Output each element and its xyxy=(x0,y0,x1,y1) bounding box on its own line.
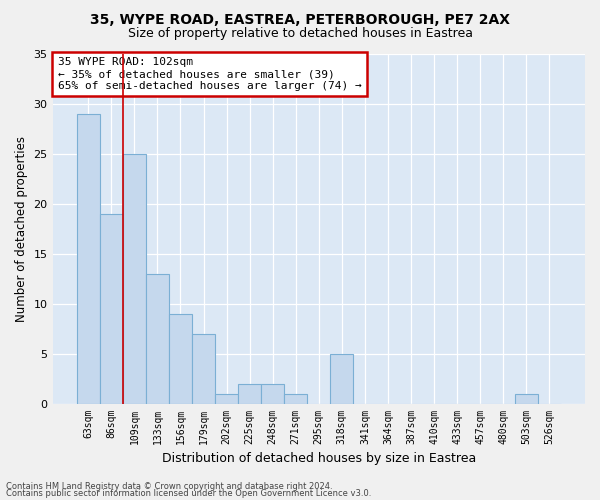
Bar xyxy=(215,394,238,404)
Bar xyxy=(330,354,353,404)
Y-axis label: Number of detached properties: Number of detached properties xyxy=(15,136,28,322)
Bar xyxy=(77,114,100,404)
Text: Contains public sector information licensed under the Open Government Licence v3: Contains public sector information licen… xyxy=(6,490,371,498)
Bar xyxy=(192,334,215,404)
Bar xyxy=(284,394,307,404)
Text: 35 WYPE ROAD: 102sqm
← 35% of detached houses are smaller (39)
65% of semi-detac: 35 WYPE ROAD: 102sqm ← 35% of detached h… xyxy=(58,58,362,90)
Text: Contains HM Land Registry data © Crown copyright and database right 2024.: Contains HM Land Registry data © Crown c… xyxy=(6,482,332,491)
Text: Size of property relative to detached houses in Eastrea: Size of property relative to detached ho… xyxy=(128,28,473,40)
Bar xyxy=(238,384,261,404)
Bar xyxy=(261,384,284,404)
Bar xyxy=(146,274,169,404)
Text: 35, WYPE ROAD, EASTREA, PETERBOROUGH, PE7 2AX: 35, WYPE ROAD, EASTREA, PETERBOROUGH, PE… xyxy=(90,12,510,26)
Bar xyxy=(515,394,538,404)
X-axis label: Distribution of detached houses by size in Eastrea: Distribution of detached houses by size … xyxy=(161,452,476,465)
Bar xyxy=(123,154,146,404)
Bar xyxy=(100,214,123,404)
Bar xyxy=(169,314,192,404)
